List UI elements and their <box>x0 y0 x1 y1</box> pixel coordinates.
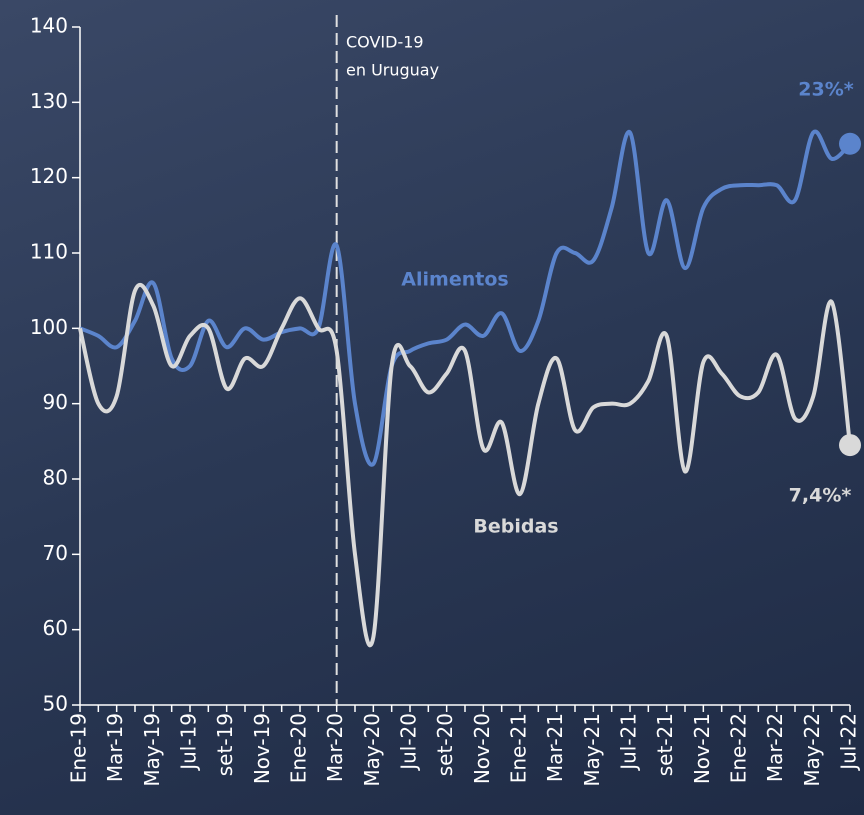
y-tick-label: 120 <box>30 164 68 188</box>
series-line <box>78 282 852 648</box>
x-tick-label: Nov-20 <box>470 713 494 784</box>
x-tick-label: May-19 <box>140 713 164 787</box>
y-tick-label: 90 <box>43 390 68 414</box>
series-label: Bebidas <box>473 516 558 538</box>
x-tick-label: Jul-20 <box>397 713 421 772</box>
series-label: Alimentos <box>401 269 508 291</box>
x-tick-label: Jul-19 <box>177 713 201 772</box>
x-tick-label: Jul-22 <box>837 713 861 772</box>
y-tick-label: 100 <box>30 315 68 339</box>
end-point <box>839 434 861 457</box>
y-tick-label: 110 <box>30 240 68 264</box>
x-tick-label: May-20 <box>360 713 384 787</box>
end-label: 7,4%* <box>789 485 852 507</box>
y-tick-label: 80 <box>43 466 68 490</box>
y-tick-label: 50 <box>43 692 68 716</box>
x-tick-label: set-19 <box>213 713 237 776</box>
x-tick-label: Mar-21 <box>543 713 567 782</box>
x-tick-label: Jul-21 <box>617 713 641 772</box>
y-tick-label: 60 <box>43 616 68 640</box>
series-line <box>79 129 852 467</box>
x-tick-label: set-21 <box>653 713 677 776</box>
x-tick-label: Ene-22 <box>727 713 751 783</box>
x-tick-label: Ene-19 <box>67 713 91 783</box>
end-label: 23%* <box>798 79 853 101</box>
y-tick-label: 130 <box>30 89 68 113</box>
y-tick-label: 140 <box>30 14 68 38</box>
annotation: en Uruguay <box>346 61 439 80</box>
x-tick-label: May-22 <box>800 713 824 787</box>
x-tick-label: Nov-19 <box>250 713 274 784</box>
x-tick-label: Mar-20 <box>323 713 347 782</box>
y-tick-label: 70 <box>43 541 68 565</box>
x-tick-label: Mar-22 <box>763 713 787 782</box>
x-tick-label: Ene-21 <box>507 713 531 783</box>
x-tick-label: Nov-21 <box>690 713 714 784</box>
annotation: COVID-19 <box>346 33 424 52</box>
x-tick-label: set-20 <box>433 713 457 776</box>
end-point <box>839 132 861 155</box>
x-tick-label: Mar-19 <box>103 713 127 782</box>
x-tick-label: May-21 <box>580 713 604 787</box>
x-tick-label: Ene-20 <box>287 713 311 783</box>
